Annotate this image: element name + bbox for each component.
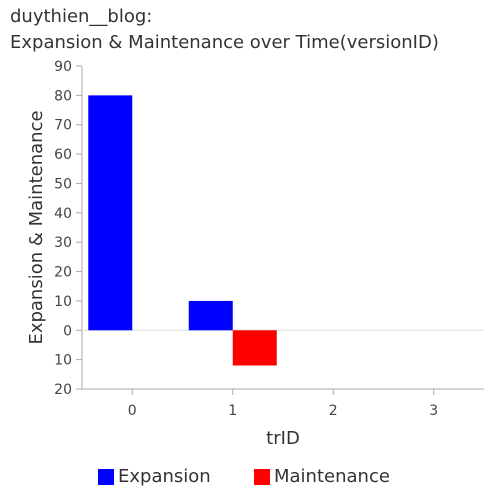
bar-maintenance-1 <box>232 330 277 366</box>
y-tick-label: 50 <box>54 176 72 192</box>
x-tick-label: 0 <box>128 403 137 419</box>
y-tick-label: 60 <box>54 147 72 163</box>
y-tick-label: 90 <box>54 59 72 75</box>
legend-label-expansion: Expansion <box>118 466 211 487</box>
legend-item-maintenance: Maintenance <box>254 466 390 487</box>
chart-title-line-2: Expansion & Maintenance over Time(versio… <box>10 32 439 53</box>
y-tick-label: 0 <box>63 323 72 339</box>
legend-swatch-maintenance <box>254 468 270 485</box>
bar-expansion-1 <box>188 300 233 331</box>
y-tick-label: 20 <box>54 265 72 281</box>
x-tick-label: 3 <box>429 403 438 419</box>
y-axis-title: Expansion & Maintenance <box>26 110 47 344</box>
y-axis-ticks: 90 80 70 60 50 40 30 20 10 0 10 20 <box>54 59 82 398</box>
legend: Expansion Maintenance <box>0 466 500 490</box>
bars <box>88 95 277 366</box>
legend-item-expansion: Expansion <box>98 466 211 487</box>
axes <box>81 66 484 390</box>
y-tick-label: 40 <box>54 206 72 222</box>
legend-swatch-expansion <box>98 468 114 485</box>
x-tick-label: 2 <box>329 403 338 419</box>
y-tick-label: 30 <box>54 235 72 251</box>
y-tick-label: 80 <box>54 88 72 104</box>
y-tick-label: 70 <box>54 118 72 134</box>
bar-expansion-0 <box>88 95 133 331</box>
y-tick-label: 10 <box>54 353 72 369</box>
x-axis-ticks: 0 1 2 3 <box>128 389 438 419</box>
legend-label-maintenance: Maintenance <box>274 466 390 487</box>
y-tick-label: 20 <box>54 382 72 398</box>
x-axis-title: trID <box>266 428 300 449</box>
chart-title-line-1: duythien__blog: <box>10 6 153 27</box>
y-tick-label: 10 <box>54 294 72 310</box>
x-tick-label: 1 <box>228 403 237 419</box>
